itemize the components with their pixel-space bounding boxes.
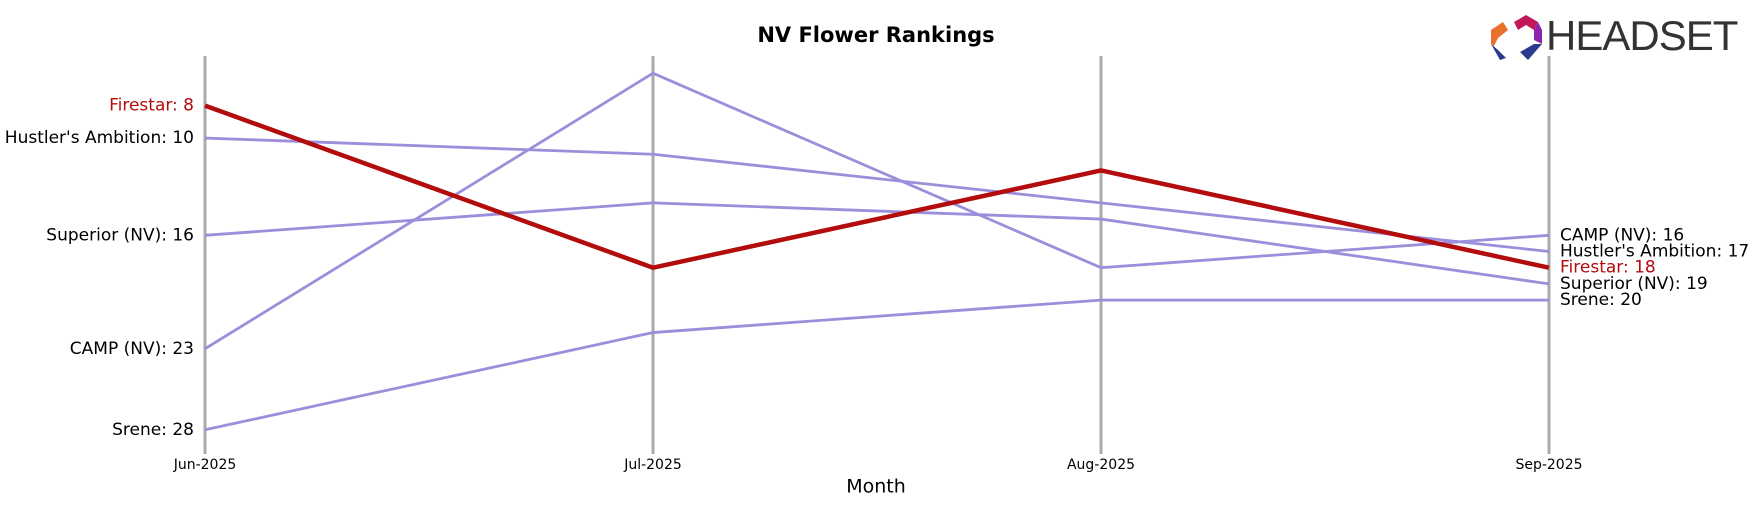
value-label: CAMP (NV): 23 — [70, 339, 194, 359]
x-tick-label: Sep-2025 — [1515, 457, 1582, 473]
logo-text: HEADSET — [1546, 12, 1738, 59]
x-tick-label: Jun-2025 — [173, 457, 237, 473]
value-label: CAMP (NV): 16 — [1560, 225, 1684, 245]
value-label: Hustler's Ambition: 17 — [1560, 242, 1749, 262]
logo-icon — [1514, 15, 1538, 30]
series-line — [204, 103, 1550, 271]
series-line — [204, 201, 1550, 286]
value-label: Firestar: 18 — [1560, 258, 1656, 278]
value-label: Firestar: 8 — [109, 96, 194, 116]
logo: HEADSET — [1491, 12, 1739, 60]
series-line — [204, 136, 1550, 253]
x-tick-label: Aug-2025 — [1067, 457, 1135, 473]
value-label: Superior (NV): 16 — [46, 225, 194, 245]
x-tick-label: Jul-2025 — [623, 457, 682, 473]
x-axis-label: Month — [846, 476, 906, 498]
series-line — [204, 71, 1550, 350]
value-label: Superior (NV): 19 — [1560, 274, 1708, 294]
value-label: Hustler's Ambition: 10 — [5, 128, 194, 148]
chart-title: NV Flower Rankings — [757, 23, 994, 47]
value-label: Srene: 20 — [1560, 290, 1642, 310]
series-line — [204, 298, 1549, 432]
logo-icon — [1520, 44, 1542, 60]
logo-icon — [1534, 22, 1542, 44]
logo-icon — [1491, 22, 1508, 46]
logo-icon — [1491, 44, 1506, 60]
value-label: Srene: 28 — [112, 420, 194, 440]
